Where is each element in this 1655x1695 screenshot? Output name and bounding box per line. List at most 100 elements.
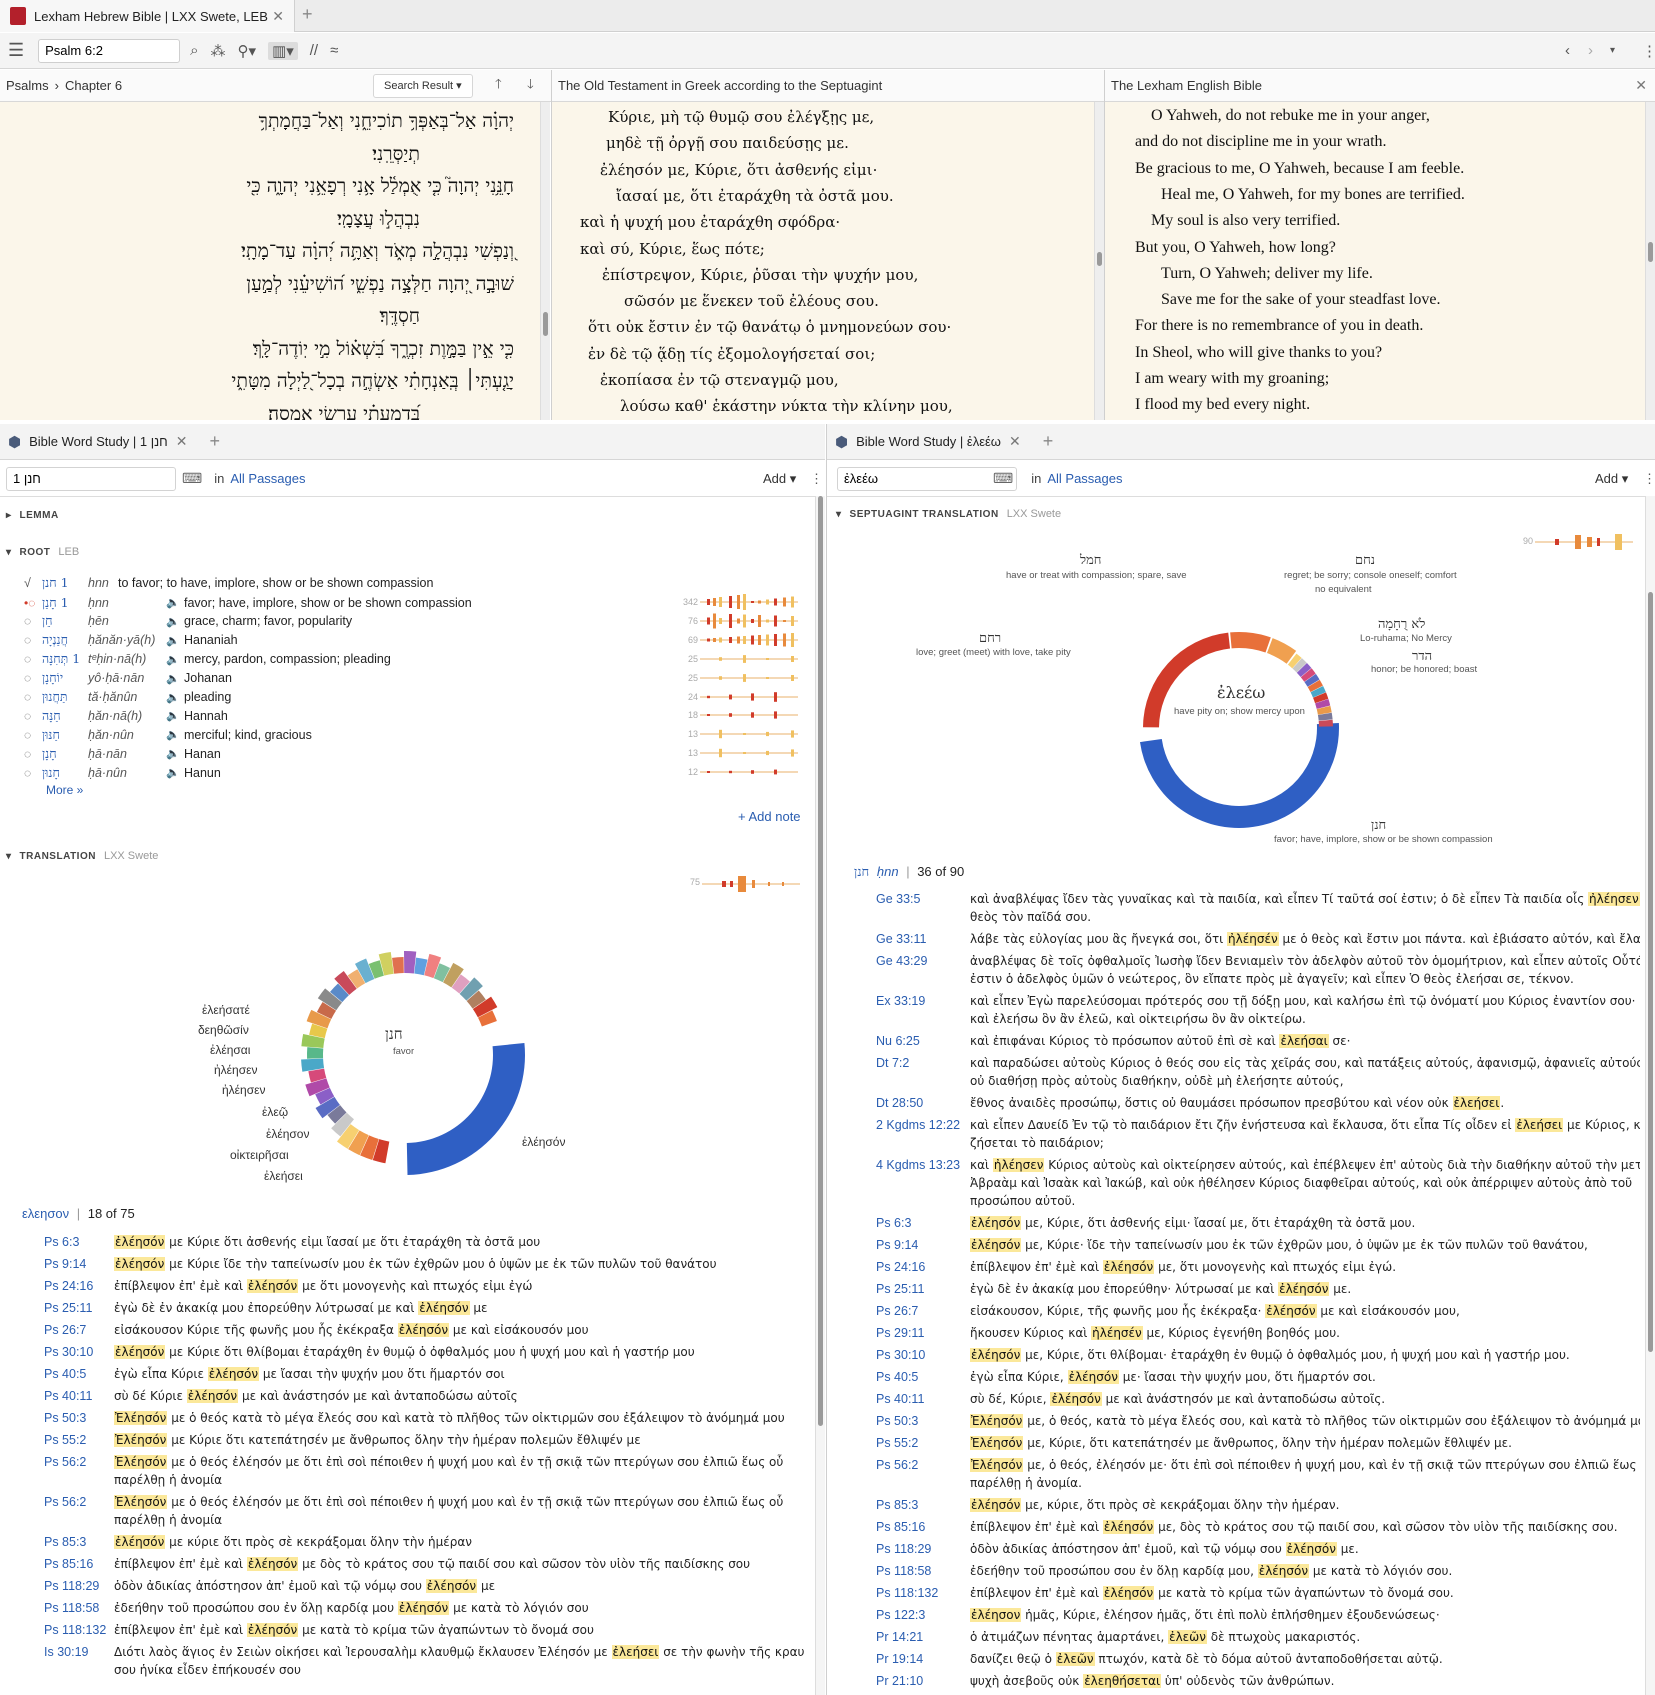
verse-reference[interactable]: Ps 25:11 xyxy=(44,1301,93,1315)
donut-label-word[interactable]: הדר xyxy=(1412,649,1433,664)
septuagint-scrollbar[interactable] xyxy=(1094,102,1104,420)
next-result-icon[interactable]: 🡓 xyxy=(527,75,534,91)
hebrew-line[interactable]: חָנֵּ֥נִי יְהוָה֮ כִּ֤י אֻמְלַ֫ל אָ֥נִי … xyxy=(246,175,514,197)
panel-menu-icon[interactable]: ⋮ xyxy=(1642,42,1655,60)
speaker-icon[interactable]: 🔈 xyxy=(166,672,180,685)
hebrew-line[interactable]: וְ֭נַפְשִׁי נִבְהֲלָ֣ה מְאֹ֑ד וְאַתָּ֥ה … xyxy=(241,240,514,262)
root-word-hebrew[interactable]: חֲנַנְיָה xyxy=(42,632,68,648)
verse-reference[interactable]: Ps 122:3 xyxy=(876,1608,926,1622)
search-icon[interactable]: ⌕ xyxy=(190,42,199,59)
visual-filters-icon[interactable]: ⁂ xyxy=(210,42,226,60)
close-pane-icon[interactable]: ✕ xyxy=(1635,77,1647,93)
verse-reference[interactable]: Ps 118:29 xyxy=(876,1542,932,1556)
forward-icon[interactable]: › xyxy=(1588,42,1593,59)
verse-row[interactable]: Ps 40:11 σὺ δέ Κύριε ἐλέησόν με καὶ ἀνάστ… xyxy=(44,1387,804,1405)
history-dropdown-icon[interactable]: ▾ xyxy=(1610,45,1616,56)
translation-donut-chart[interactable] xyxy=(255,905,555,1205)
root-word-row[interactable]: •◌ 1 חָנַן ḥnn 🔈 favor; have, implore, show … xyxy=(24,593,644,612)
verse-reference[interactable]: Dt 28:50 xyxy=(876,1096,924,1110)
greek-line[interactable]: καὶ σύ, Κύριε, ἕως πότε; xyxy=(580,239,765,258)
root-main-hebrew[interactable]: 1 חנן xyxy=(42,574,69,590)
septuagint-donut-chart[interactable] xyxy=(1079,568,1399,888)
verse-row[interactable]: Ps 118:132 ἐπίβλεψον ἐπ' ἐμὲ καὶ ἐλέησόν … xyxy=(876,1584,1640,1602)
hamburger-menu-icon[interactable]: ☰ xyxy=(8,40,25,60)
panel-menu-icon[interactable]: ⋮ xyxy=(810,470,823,486)
new-word-study-tab-icon[interactable]: + xyxy=(1042,431,1054,451)
verse-reference[interactable]: Ps 56:2 xyxy=(44,1495,87,1509)
donut-label[interactable]: οἰκτειρῆσαι xyxy=(230,1148,289,1162)
verse-row[interactable]: Ps 85:16 ἐπίβλεψον ἐπ' ἐμὲ καὶ ἐλέησόν με… xyxy=(44,1555,804,1573)
verse-reference[interactable]: Ex 33:19 xyxy=(876,994,926,1008)
verse-row[interactable]: Dt 7:2 καὶ παραδώσει αὐτοὺς Κύριος ὁ θεός… xyxy=(876,1054,1640,1090)
root-word-hebrew[interactable]: חָנָן xyxy=(42,745,57,761)
verse-row[interactable]: Ps 9:14 ἐλέησόν με, Κύριε· ἴδε τὴν ταπείν… xyxy=(876,1236,1640,1254)
hebrew-line[interactable]: בְּ֝דִמְעָתִ֗י עַרְשִׂ֥י אַמְסֶֽה׃ xyxy=(268,402,420,421)
verse-reference[interactable]: Pr 19:14 xyxy=(876,1652,924,1666)
english-line[interactable]: But you, O Yahweh, how long? xyxy=(1135,238,1336,256)
lemma-section-header[interactable]: ▸ LEMMA xyxy=(6,510,59,521)
verse-row[interactable]: Ps 118:58 ἐδεήθην τοῦ προσώπου σου ἐν ὅλῃ… xyxy=(44,1599,804,1617)
word-study-tab-1[interactable]: ⬢ Bible Word Study | 1 חנן ✕ + xyxy=(0,424,825,460)
word-study-query-input[interactable] xyxy=(837,466,1017,491)
verse-row[interactable]: Ge 33:5 καὶ ἀναβλέψας ἴδεν τὰς γυναῖκας κ… xyxy=(876,890,1640,926)
root-word-hebrew[interactable]: יוֹחָנָן xyxy=(42,670,64,686)
add-dropdown[interactable]: Add ▾ xyxy=(763,470,797,486)
verse-reference[interactable]: Ps 118:58 xyxy=(876,1564,932,1578)
septuagint-title[interactable]: The Old Testament in Greek according to … xyxy=(558,78,883,93)
passage-scope-link[interactable]: All Passages xyxy=(1047,471,1123,486)
verse-row[interactable]: Ps 56:2 Ἐλέησόν με ὁ θεός ἐλέησόν με ὅτι … xyxy=(44,1453,804,1489)
verse-reference[interactable]: Ps 40:11 xyxy=(44,1389,93,1403)
breadcrumb-chapter[interactable]: Chapter 6 xyxy=(64,78,123,93)
root-word-row[interactable]: ◌ חָנָן ḥā·nān 🔈 Hanan xyxy=(24,744,644,763)
verse-row[interactable]: Nu 6:25 καὶ ἐπιφάναι Κύριος τὸ πρόσωπον α… xyxy=(876,1032,1640,1050)
verse-reference[interactable]: Ge 43:29 xyxy=(876,954,928,968)
verse-row[interactable]: Ge 43:29 ἀναβλέψας δὲ τοῖς ὀφθαλμοῖς Ἰωσὴ… xyxy=(876,952,1640,988)
speaker-icon[interactable]: 🔈 xyxy=(166,729,180,742)
greek-line[interactable]: σῶσόν με ἕνεκεν τοῦ ἐλέους σου. xyxy=(624,292,879,311)
root-word-hebrew[interactable]: 1 תְּחִנָּה xyxy=(42,651,81,667)
new-tab-icon[interactable]: + xyxy=(302,4,313,24)
verse-reference[interactable]: Ps 6:3 xyxy=(876,1216,912,1230)
verse-reference[interactable]: Ps 55:2 xyxy=(876,1436,919,1450)
greek-line[interactable]: καὶ ἡ ψυχή μου ἐταράχθη σφόδρα· xyxy=(580,213,841,232)
verse-row[interactable]: 4 Kgdms 13:23 καὶ ἠλέησεν Κύριος αὐτοὺς κ… xyxy=(876,1156,1640,1210)
verse-reference[interactable]: Nu 6:25 xyxy=(876,1034,920,1048)
verse-row[interactable]: Ps 29:11 ἤκουσεν Κύριος καὶ ἠλέησέν με, Κ… xyxy=(876,1324,1640,1342)
verse-row[interactable]: Ps 6:3 ἐλέησόν με Κύριε ὅτι ἀσθενής εἰμι … xyxy=(44,1233,804,1251)
verse-row[interactable]: Ps 118:58 ἐδεήθην τοῦ προσώπου σου ἐν ὅλῃ… xyxy=(876,1562,1640,1580)
passage-scope-link[interactable]: All Passages xyxy=(230,471,306,486)
close-tab-icon[interactable]: ✕ xyxy=(272,7,284,24)
layout-columns-icon[interactable]: ▥▾ xyxy=(268,41,298,60)
verse-row[interactable]: Ps 25:11 ἐγὼ δὲ ἐν ἀκακίᾳ μου ἐπορεύθην λ… xyxy=(44,1299,804,1317)
verse-reference[interactable]: Ps 85:3 xyxy=(44,1535,87,1549)
root-word-row[interactable]: ◌ חַנּוּן ḥăn·nûn 🔈 merciful; kind, gracious xyxy=(24,725,644,744)
root-word-row[interactable]: ◌ תַּחֲנוּן tă·ḥănûn 🔈 pleading xyxy=(24,688,644,707)
speaker-icon[interactable]: 🔈 xyxy=(166,710,180,723)
ws1-scrollbar[interactable] xyxy=(815,496,825,1695)
add-note-link[interactable]: + Add note xyxy=(738,809,801,824)
verse-reference[interactable]: Ps 9:14 xyxy=(44,1257,87,1271)
add-dropdown[interactable]: Add ▾ xyxy=(1595,470,1629,486)
speaker-icon[interactable]: 🔈 xyxy=(166,748,180,761)
word-study-tab-2[interactable]: ⬢ Bible Word Study | ἐλεέω ✕ + xyxy=(827,424,1655,460)
root-word-row[interactable]: ◌ חֵן ḥēn 🔈 grace, charm; favor, popularity xyxy=(24,612,644,631)
hebrew-scrollbar[interactable] xyxy=(540,102,550,420)
verse-reference[interactable]: Ps 9:14 xyxy=(876,1238,919,1252)
verse-reference[interactable]: Is 30:19 xyxy=(44,1645,89,1659)
donut-label[interactable]: δεηθῶσίν xyxy=(198,1023,249,1037)
verse-reference[interactable]: 4 Kgdms 13:23 xyxy=(876,1158,961,1172)
donut-label-word[interactable]: נחם xyxy=(1355,553,1376,568)
donut-label[interactable]: ἐλεήσατέ xyxy=(202,1003,250,1017)
verse-reference[interactable]: Ps 26:7 xyxy=(876,1304,919,1318)
donut-label-word[interactable]: לֹא רֻחָמָה xyxy=(1378,617,1426,632)
verse-row[interactable]: Ps 56:2 Ἐλέησόν με ὁ θεός ἐλέησόν με ὅτι … xyxy=(44,1493,804,1529)
root-section-header[interactable]: ▾ ROOT LEB xyxy=(6,546,79,558)
hebrew-line[interactable]: חַסְדֶּֽךָ׃ xyxy=(379,305,420,327)
close-word-study-icon[interactable]: ✕ xyxy=(1008,433,1021,449)
verse-row[interactable]: Ps 50:3 Ἐλέησόν με, ὁ θεός, κατὰ τὸ μέγα … xyxy=(876,1412,1640,1430)
english-line[interactable]: Turn, O Yahweh; deliver my life. xyxy=(1161,264,1373,282)
root-word-row[interactable]: ◌ חַנָּה ḥăn·nā(h) 🔈 Hannah xyxy=(24,706,644,725)
hebrew-line[interactable]: נִבְהֲל֣וּ עֲצָמָֽי׃ xyxy=(336,207,420,230)
close-word-study-icon[interactable]: ✕ xyxy=(175,433,188,449)
breadcrumb-book[interactable]: Psalms xyxy=(6,78,49,93)
